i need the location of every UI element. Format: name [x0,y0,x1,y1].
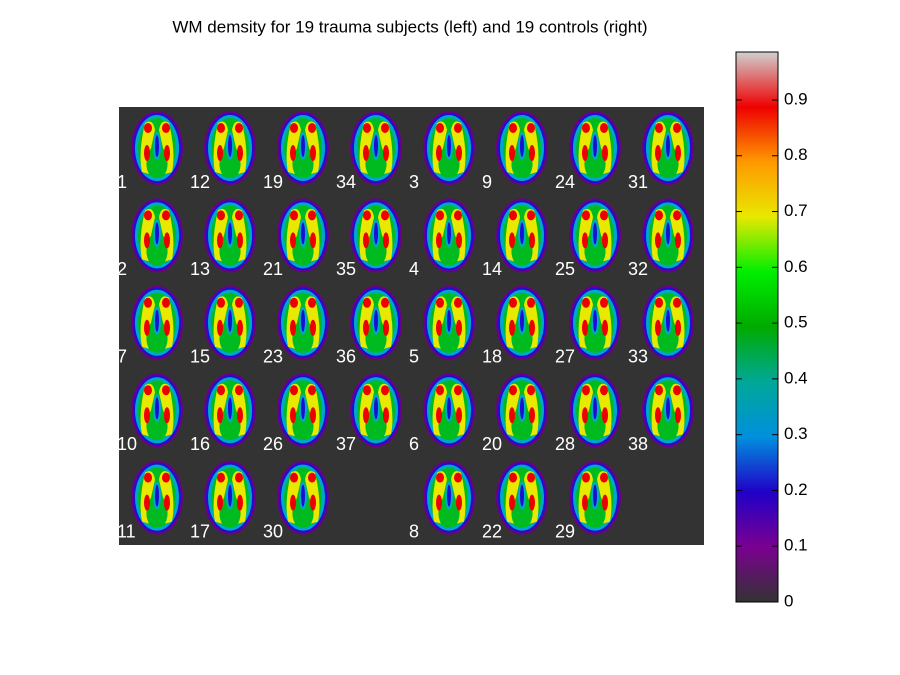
colorbar-tick-label: 0.2 [784,480,808,499]
subject-label: 22 [482,521,502,541]
subject-label: 25 [555,259,575,279]
brain-slice [496,373,548,448]
subject-label: 4 [409,259,419,279]
brain-slice [423,285,475,360]
subject-label: 33 [628,347,648,367]
subject-label: 34 [336,172,356,192]
brain-slice [350,111,402,185]
colorbar [735,51,779,603]
brain-slice [131,373,183,448]
subject-label: 24 [555,172,575,192]
colorbar-tick-label: 0.4 [784,368,808,387]
subject-label: 8 [409,521,419,541]
brain-slice [204,460,256,535]
brain-slice [496,460,548,535]
brain-slice [277,198,329,273]
colorbar-tick-label: 0 [784,591,793,610]
subject-label: 36 [336,347,356,367]
subject-label: 20 [482,434,502,454]
brain-slice [204,285,256,360]
brain-slice [204,111,256,185]
brain-slice [204,373,256,448]
subject-label: 10 [117,434,137,454]
brain-slice [350,198,402,273]
subject-label: 29 [555,521,575,541]
subject-label: 13 [190,259,210,279]
subject-label: 35 [336,259,356,279]
subject-label: 23 [263,347,283,367]
brain-slice [277,285,329,360]
colorbar-tick-label: 0.9 [784,89,808,108]
brain-slice [569,460,621,535]
subject-label: 11 [117,521,136,541]
brain-slice [131,198,183,273]
title: WM demsity for 19 trauma subjects (left)… [172,17,647,36]
brain-slice [277,373,329,448]
subject-label: 6 [409,434,419,454]
subject-label: 21 [263,259,283,279]
subject-label: 9 [482,172,492,192]
brain-slice [423,373,475,448]
brain-slice [569,373,621,448]
subject-label: 18 [482,347,502,367]
subject-label: 16 [190,434,210,454]
brain-slice [569,198,621,273]
subject-label: 1 [117,172,127,192]
brain-slice [350,285,402,360]
brain-slice [277,111,329,185]
brain-slice [350,373,402,448]
brain-slice [204,198,256,273]
brain-slice [642,198,694,273]
subject-label: 2 [117,259,127,279]
subject-label: 26 [263,434,283,454]
subject-label: 17 [190,521,210,541]
brain-slice [423,460,475,535]
subject-label: 5 [409,347,419,367]
subject-label: 7 [117,347,127,367]
subject-label: 19 [263,172,283,192]
subject-label: 31 [628,172,648,192]
colorbar-tick-label: 0.1 [784,536,808,555]
brain-slice [277,460,329,535]
brain-slice [642,111,694,185]
subject-label: 3 [409,172,419,192]
subject-label: 27 [555,347,575,367]
subject-label: 37 [336,434,356,454]
brain-slice [642,285,694,360]
colorbar-tick-label: 0.5 [784,313,808,332]
brain-slice [496,111,548,185]
subject-label: 28 [555,434,575,454]
subject-label: 38 [628,434,648,454]
subject-label: 14 [482,259,502,279]
subject-label: 12 [190,172,210,192]
brain-slice [131,460,183,535]
brain-slice [569,285,621,360]
colorbar-tick-label: 0.3 [784,424,808,443]
brain-slice [642,373,694,448]
brain-slice [131,111,183,185]
brain-slice [569,111,621,185]
subject-label: 15 [190,347,210,367]
subject-label: 32 [628,259,648,279]
colorbar-tick-label: 0.8 [784,145,808,164]
colorbar-tick-label: 0.6 [784,257,808,276]
subject-label: 30 [263,521,283,541]
colorbar-tick-label: 0.7 [784,201,808,220]
brain-slice [131,285,183,360]
brain-slice [423,111,475,185]
brain-slice [423,198,475,273]
brain-slice [496,285,548,360]
brain-slice [496,198,548,273]
